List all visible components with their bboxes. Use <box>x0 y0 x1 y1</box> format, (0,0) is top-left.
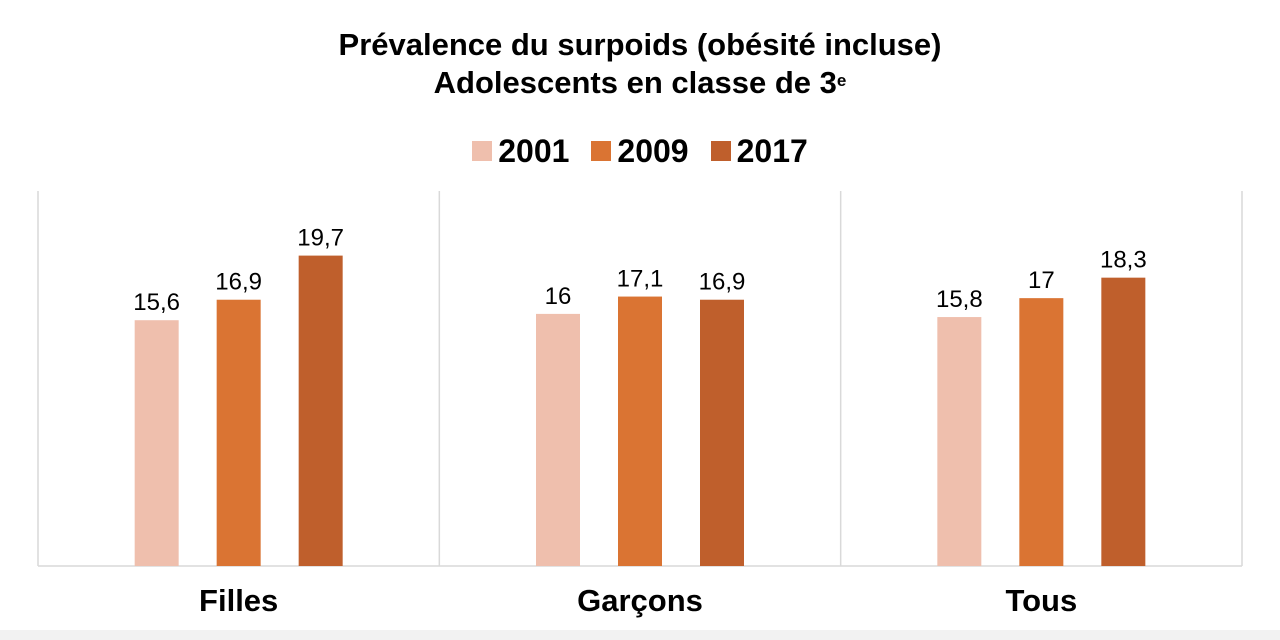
chart-title: Prévalence du surpoids (obésité incluse)… <box>0 26 1280 102</box>
bar-2001-0 <box>134 320 179 566</box>
category-label-0: Filles <box>199 583 278 618</box>
bar-2001-2 <box>937 317 982 566</box>
data-label-2009-1: 17,1 <box>617 266 664 293</box>
bar-2017-1 <box>700 299 744 566</box>
chart-title-line2-text: Adolescents en classe de 3 <box>433 65 837 100</box>
legend-item-2009: 2009 <box>591 132 689 170</box>
chart-legend: 2001 2009 2017 <box>0 132 1280 170</box>
data-label-2017-2: 18,3 <box>1100 247 1147 274</box>
legend-swatch-2017 <box>710 141 731 161</box>
data-label-2001-2: 15,8 <box>936 286 983 313</box>
data-label-2001-1: 16 <box>545 283 572 310</box>
bottom-strip <box>0 630 1280 640</box>
chart-title-superscript: e <box>836 71 847 90</box>
data-label-2009-0: 16,9 <box>215 269 262 296</box>
chart-title-line2: Adolescents en classe de 3e <box>0 64 1280 102</box>
bar-2017-0 <box>298 255 343 567</box>
category-label-1: Garçons <box>577 583 703 618</box>
bar-2009-0 <box>216 299 261 566</box>
chart-title-line1: Prévalence du surpoids (obésité incluse) <box>338 27 942 62</box>
bar-2009-2 <box>1019 298 1064 566</box>
bar-2001-1 <box>536 313 580 566</box>
data-label-2009-2: 17 <box>1028 267 1055 294</box>
data-label-2017-1: 16,9 <box>699 269 746 296</box>
bar-2017-2 <box>1101 277 1146 566</box>
legend-item-2017: 2017 <box>710 132 808 170</box>
data-label-2017-0: 19,7 <box>297 225 344 252</box>
category-label-2: Tous <box>1005 583 1077 618</box>
data-label-2001-0: 15,6 <box>133 289 180 316</box>
legend-item-2001: 2001 <box>472 132 569 170</box>
legend-label-2009: 2009 <box>617 133 689 169</box>
bar-2009-1 <box>618 296 662 566</box>
legend-swatch-2009 <box>591 141 612 161</box>
legend-label-2001: 2001 <box>498 133 570 169</box>
legend-swatch-2001 <box>472 141 493 161</box>
legend-label-2017: 2017 <box>736 133 808 169</box>
